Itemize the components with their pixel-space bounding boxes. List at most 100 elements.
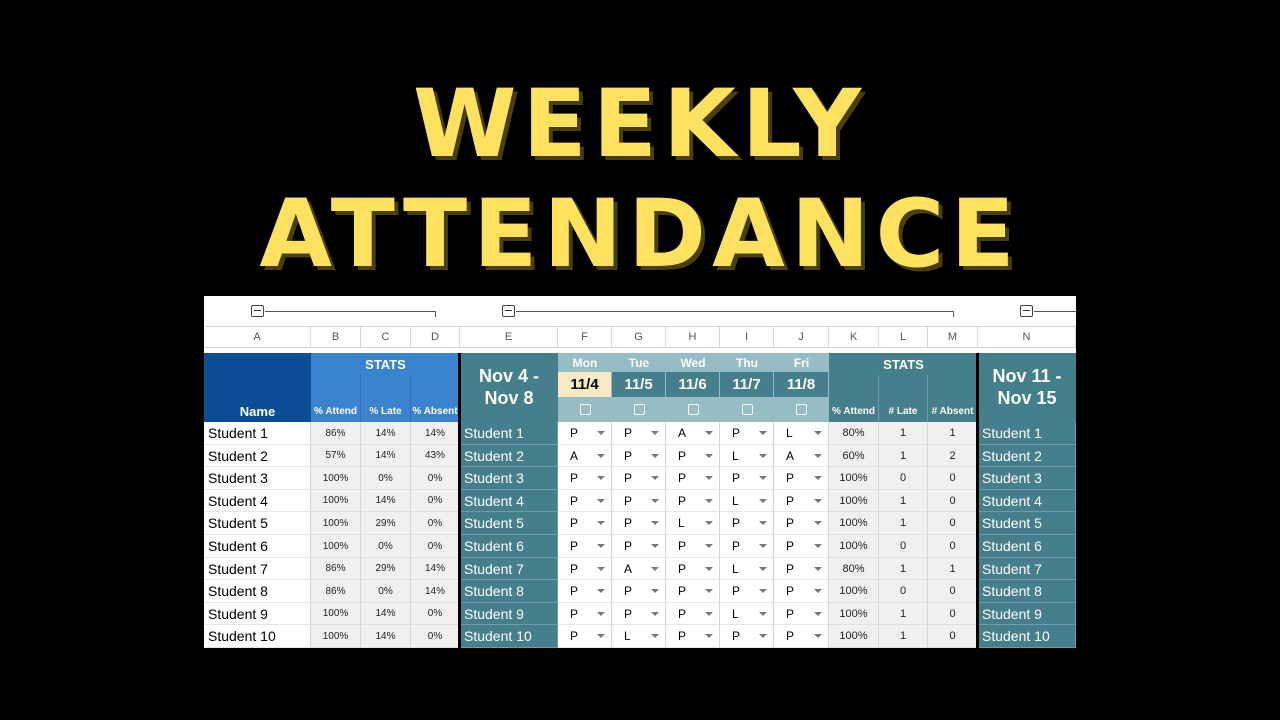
attendance-dropdown[interactable]: P [558, 467, 612, 490]
attendance-dropdown[interactable]: P [774, 603, 829, 625]
attendance-dropdown[interactable]: P [774, 558, 829, 580]
dropdown-arrow-icon[interactable] [651, 498, 659, 503]
dropdown-arrow-icon[interactable] [597, 498, 605, 503]
attendance-dropdown[interactable]: P [720, 467, 774, 490]
dropdown-arrow-icon[interactable] [651, 634, 659, 638]
dropdown-arrow-icon[interactable] [759, 498, 767, 503]
dropdown-arrow-icon[interactable] [759, 521, 767, 525]
dropdown-arrow-icon[interactable] [651, 453, 659, 458]
column-header-n[interactable]: N [978, 327, 1076, 348]
dropdown-arrow-icon[interactable] [705, 476, 713, 480]
column-header-d[interactable]: D [411, 327, 460, 348]
dropdown-arrow-icon[interactable] [651, 431, 659, 435]
dropdown-arrow-icon[interactable] [597, 566, 605, 571]
dropdown-arrow-icon[interactable] [759, 544, 767, 548]
collapse-group-button-1[interactable] [251, 305, 264, 317]
dropdown-arrow-icon[interactable] [759, 431, 767, 435]
checkbox-icon[interactable] [741, 404, 753, 415]
attendance-dropdown[interactable]: P [558, 558, 612, 580]
attendance-dropdown[interactable]: P [666, 490, 720, 512]
attendance-dropdown[interactable]: P [666, 558, 720, 580]
dropdown-arrow-icon[interactable] [814, 634, 822, 638]
dropdown-arrow-icon[interactable] [705, 453, 713, 458]
dropdown-arrow-icon[interactable] [759, 611, 767, 616]
dropdown-arrow-icon[interactable] [705, 431, 713, 435]
column-header-k[interactable]: K [829, 327, 879, 348]
checkbox-icon[interactable] [579, 404, 591, 415]
dropdown-arrow-icon[interactable] [597, 431, 605, 435]
attendance-dropdown[interactable]: P [774, 490, 829, 512]
dropdown-arrow-icon[interactable] [814, 566, 822, 571]
attendance-dropdown[interactable]: L [720, 490, 774, 512]
attendance-dropdown[interactable]: P [612, 490, 666, 512]
collapse-group-button-2[interactable] [502, 305, 515, 317]
attendance-dropdown[interactable]: A [612, 558, 666, 580]
attendance-dropdown[interactable]: P [558, 535, 612, 558]
attendance-dropdown[interactable]: P [612, 445, 666, 467]
dropdown-arrow-icon[interactable] [814, 431, 822, 435]
attendance-dropdown[interactable]: P [774, 512, 829, 535]
dropdown-arrow-icon[interactable] [705, 544, 713, 548]
column-header-b[interactable]: B [311, 327, 361, 348]
attendance-dropdown[interactable]: P [612, 467, 666, 490]
dropdown-arrow-icon[interactable] [705, 589, 713, 593]
attendance-dropdown[interactable]: P [774, 625, 829, 648]
column-header-i[interactable]: I [720, 327, 774, 348]
dropdown-arrow-icon[interactable] [597, 521, 605, 525]
dropdown-arrow-icon[interactable] [597, 453, 605, 458]
attendance-dropdown[interactable]: P [558, 512, 612, 535]
attendance-dropdown[interactable]: L [612, 625, 666, 648]
attendance-dropdown[interactable]: L [720, 558, 774, 580]
attendance-dropdown[interactable]: P [666, 445, 720, 467]
dropdown-arrow-icon[interactable] [705, 566, 713, 571]
attendance-dropdown[interactable]: P [612, 422, 666, 445]
dropdown-arrow-icon[interactable] [597, 476, 605, 480]
dropdown-arrow-icon[interactable] [705, 498, 713, 503]
column-header-c[interactable]: C [361, 327, 411, 348]
dropdown-arrow-icon[interactable] [651, 566, 659, 571]
attendance-dropdown[interactable]: P [666, 535, 720, 558]
attendance-dropdown[interactable]: L [720, 603, 774, 625]
attendance-dropdown[interactable]: L [774, 422, 829, 445]
dropdown-arrow-icon[interactable] [814, 476, 822, 480]
dropdown-arrow-icon[interactable] [759, 566, 767, 571]
attendance-dropdown[interactable]: P [720, 625, 774, 648]
attendance-dropdown[interactable]: P [558, 490, 612, 512]
dropdown-arrow-icon[interactable] [705, 521, 713, 525]
attendance-dropdown[interactable]: P [558, 422, 612, 445]
column-header-j[interactable]: J [774, 327, 829, 348]
column-header-f[interactable]: F [558, 327, 612, 348]
dropdown-arrow-icon[interactable] [597, 634, 605, 638]
dropdown-arrow-icon[interactable] [651, 476, 659, 480]
dropdown-arrow-icon[interactable] [759, 589, 767, 593]
column-header-h[interactable]: H [666, 327, 720, 348]
column-header-e[interactable]: E [460, 327, 558, 348]
attendance-dropdown[interactable]: A [666, 422, 720, 445]
dropdown-arrow-icon[interactable] [814, 611, 822, 616]
column-header-a[interactable]: A [204, 327, 311, 348]
attendance-dropdown[interactable]: P [774, 535, 829, 558]
column-header-l[interactable]: L [879, 327, 928, 348]
collapse-group-button-3[interactable] [1020, 305, 1033, 317]
dropdown-arrow-icon[interactable] [651, 544, 659, 548]
attendance-dropdown[interactable]: L [666, 512, 720, 535]
attendance-dropdown[interactable]: P [666, 580, 720, 603]
dropdown-arrow-icon[interactable] [651, 611, 659, 616]
attendance-dropdown[interactable]: P [666, 625, 720, 648]
attendance-dropdown[interactable]: P [612, 580, 666, 603]
dropdown-arrow-icon[interactable] [597, 611, 605, 616]
column-header-g[interactable]: G [612, 327, 666, 348]
dropdown-arrow-icon[interactable] [814, 521, 822, 525]
dropdown-arrow-icon[interactable] [705, 611, 713, 616]
attendance-dropdown[interactable]: P [612, 512, 666, 535]
attendance-dropdown[interactable]: A [558, 445, 612, 467]
dropdown-arrow-icon[interactable] [759, 453, 767, 458]
attendance-dropdown[interactable]: P [666, 603, 720, 625]
attendance-dropdown[interactable]: P [720, 422, 774, 445]
dropdown-arrow-icon[interactable] [651, 589, 659, 593]
dropdown-arrow-icon[interactable] [759, 476, 767, 480]
checkbox-icon[interactable] [633, 404, 645, 415]
checkbox-icon[interactable] [687, 404, 699, 415]
dropdown-arrow-icon[interactable] [814, 544, 822, 548]
column-header-m[interactable]: M [928, 327, 978, 348]
